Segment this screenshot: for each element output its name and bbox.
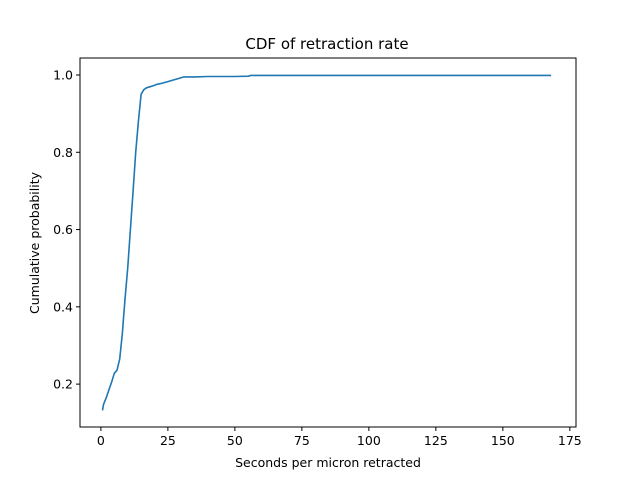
y-axis-ticks: 0.2 0.4 0.6 0.8 1.0: [53, 68, 80, 392]
x-tick-label: 75: [294, 433, 310, 448]
x-tick-label: 25: [160, 433, 176, 448]
y-axis-label: Cumulative probability: [27, 171, 42, 314]
y-tick-label: 0.8: [53, 145, 73, 160]
x-axis-ticks: 0 25 50 75 100 125 150 175: [97, 427, 582, 448]
x-tick-label: 125: [424, 433, 448, 448]
chart-title: CDF of retraction rate: [245, 35, 408, 53]
x-tick-label: 150: [491, 433, 515, 448]
x-tick-label: 100: [357, 433, 381, 448]
y-tick-label: 0.4: [53, 299, 73, 314]
x-axis-label: Seconds per micron retracted: [235, 455, 421, 470]
plot-frame: [79, 57, 577, 428]
cdf-series-line: [101, 74, 552, 411]
y-tick-label: 0.6: [53, 222, 73, 237]
plot-area: [101, 74, 552, 411]
y-tick-label: 1.0: [53, 68, 73, 83]
x-tick-label: 50: [227, 433, 243, 448]
x-tick-label: 0: [97, 433, 105, 448]
x-tick-label: 175: [558, 433, 582, 448]
y-tick-label: 0.2: [53, 377, 73, 392]
